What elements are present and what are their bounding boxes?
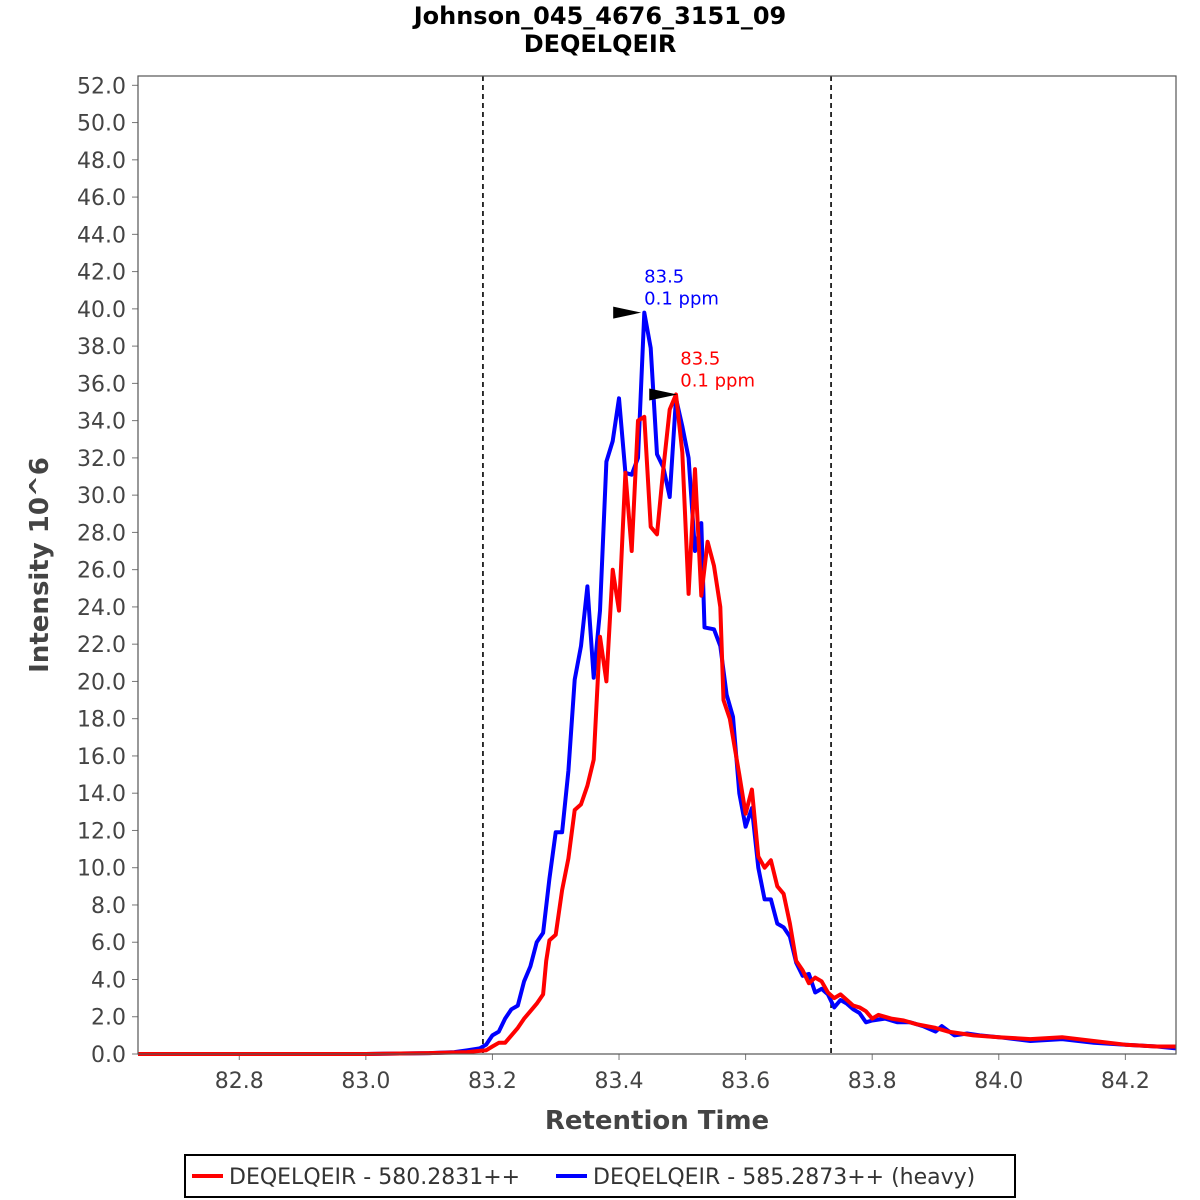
- y-tick-label: 2.0: [91, 1006, 126, 1031]
- x-tick-label: 83.8: [848, 1069, 897, 1094]
- y-tick-label: 22.0: [77, 633, 126, 658]
- y-tick-label: 0.0: [91, 1043, 126, 1068]
- y-tick-label: 50.0: [77, 112, 126, 137]
- chart-title: Johnson_045_4676_3151_09: [412, 2, 787, 30]
- series-lines: [138, 310, 1177, 1056]
- y-tick-label: 38.0: [77, 335, 126, 360]
- y-tick-label: 42.0: [77, 261, 126, 286]
- x-tick-label: 82.8: [215, 1069, 264, 1094]
- axes: 0.0 2.0 4.0 6.0 8.0 10.0 12.0 14.0 16.0 18.0 20.0 2…: [77, 74, 1150, 1094]
- y-tick-label: 52.0: [77, 74, 126, 99]
- legend-label-heavy: DEQELQEIR - 585.2873++ (heavy): [593, 1165, 975, 1190]
- x-axis-title: Retention Time: [545, 1106, 769, 1136]
- y-axis-title: Intensity 10^6: [25, 457, 55, 673]
- y-tick-label: 34.0: [77, 410, 126, 435]
- x-tick-label: 84.2: [1101, 1069, 1150, 1094]
- series-line-light: [138, 392, 1176, 1056]
- y-tick-label: 8.0: [91, 894, 126, 919]
- plot-frame: [137, 75, 1177, 1055]
- y-tick-label: 10.0: [77, 857, 126, 882]
- y-tick-label: 30.0: [77, 484, 126, 509]
- y-tick-label: 6.0: [91, 931, 126, 956]
- peak-marker-arrow: [613, 306, 642, 319]
- legend-label-light: DEQELQEIR - 580.2831++: [229, 1165, 520, 1190]
- y-tick-label: 32.0: [77, 447, 126, 472]
- y-tick-label: 28.0: [77, 521, 126, 546]
- y-tick-label: 26.0: [77, 559, 126, 584]
- y-tick-label: 12.0: [77, 819, 126, 844]
- y-tick-label: 24.0: [77, 596, 126, 621]
- x-tick-label: 84.0: [974, 1069, 1023, 1094]
- legend-box: [184, 1154, 1016, 1198]
- reference-lines: [482, 76, 832, 1054]
- y-tick-label: 14.0: [77, 782, 126, 807]
- series-line-heavy: [138, 310, 1177, 1056]
- legend: DEQELQEIR - 580.2831++ DEQELQEIR - 585.2…: [184, 1154, 1016, 1198]
- y-tick-label: 36.0: [77, 372, 126, 397]
- y-tick-label: 48.0: [77, 149, 126, 174]
- y-tick-label: 46.0: [77, 186, 126, 211]
- y-tick-label: 44.0: [77, 223, 126, 248]
- x-tick-label: 83.4: [595, 1069, 644, 1094]
- y-tick-label: 20.0: [77, 670, 126, 695]
- peak-annotation-text: 83.5: [644, 267, 684, 288]
- y-tick-label: 40.0: [77, 298, 126, 323]
- x-tick-label: 83.2: [468, 1069, 517, 1094]
- peak-marker-arrow: [649, 388, 678, 401]
- peak-annotation-text: 0.1 ppm: [644, 289, 719, 310]
- chart-subtitle: DEQELQEIR: [524, 30, 677, 58]
- peak-annotation-text: 0.1 ppm: [680, 371, 755, 392]
- y-tick-label: 18.0: [77, 708, 126, 733]
- x-tick-label: 83.0: [341, 1069, 390, 1094]
- x-tick-label: 83.6: [721, 1069, 770, 1094]
- peak-annotation-text: 83.5: [680, 349, 720, 370]
- y-tick-label: 16.0: [77, 745, 126, 770]
- y-tick-label: 4.0: [91, 968, 126, 993]
